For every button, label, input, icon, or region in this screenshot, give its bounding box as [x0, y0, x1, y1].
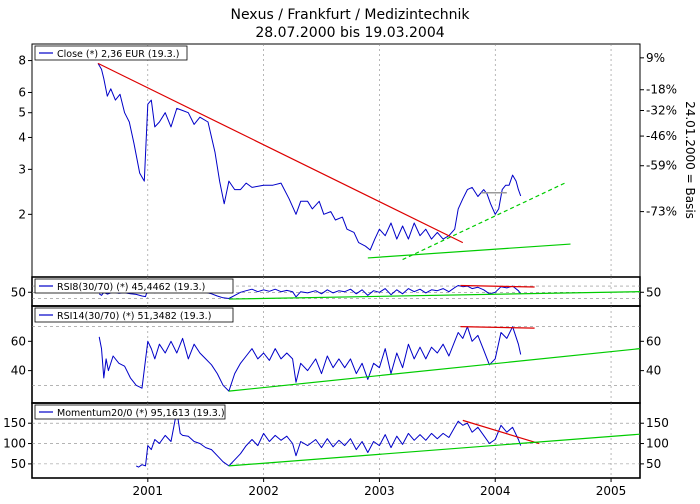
rsi14-left-tick-label: 60	[11, 334, 26, 348]
price-series-line	[97, 63, 522, 251]
price-right-tick-label: -32%	[646, 104, 677, 118]
price-support-dashed-trendline	[402, 182, 565, 261]
price-left-tick-label: 5	[18, 106, 26, 120]
momentum-panel: 50 100 150 50 100 150 Momentum20/0 (*) 95,1613…	[3, 402, 669, 479]
rsi8-legend-label: RSI8(30/70) (*) 45,4462 (19.3.)	[57, 282, 205, 293]
rsi8-legend-box	[34, 278, 234, 294]
momentum-resistance-trendline	[462, 419, 540, 445]
momentum-legend-label: Momentum20/0 (*) 95,1613 (19.3.)	[57, 408, 225, 419]
rsi8-panel: 50 50 RSI8(30/70) (*) 45,4462 (19.3.)	[11, 276, 661, 307]
price-legend: Close (*) 2,36 EUR (19.3.)	[34, 45, 188, 61]
price-right-tick-label: -46%	[646, 129, 677, 143]
price-left-tick-label: 8	[18, 54, 26, 68]
rsi14-left-tick-label: 40	[11, 364, 26, 378]
price-left-tick-label: 6	[18, 85, 26, 99]
price-legend-label: Close (*) 2,36 EUR (19.3.)	[57, 49, 179, 60]
rsi14-support-trendline	[228, 348, 640, 392]
momentum-left-tick-label: 50	[11, 457, 26, 471]
momentum-left-tick-label: 100	[3, 437, 26, 451]
price-right-tick-label: -73%	[646, 205, 677, 219]
momentum-legend-box	[34, 404, 226, 420]
price-right-tick-label: -59%	[646, 159, 677, 173]
momentum-frame	[31, 402, 641, 479]
chart-subtitle: 28.07.2000 bis 19.03.2004	[255, 25, 444, 41]
rsi8-left-tick-label: 50	[11, 285, 26, 299]
price-right-tick-label: -18%	[646, 83, 677, 97]
x-tick-label-2004: 2004	[480, 484, 511, 498]
x-tick-label-2005: 2005	[596, 484, 627, 498]
rsi14-series-line	[98, 326, 522, 392]
chart-title: Nexus / Frankfurt / Medizintechnik	[230, 7, 470, 23]
price-support-trendline	[367, 243, 571, 259]
rsi14-legend-box	[34, 307, 234, 323]
price-left-tick-label: 2	[18, 207, 26, 221]
x-tick-label-2003: 2003	[364, 484, 395, 498]
momentum-right-tick-label: 50	[646, 457, 661, 471]
price-left-tick-label: 4	[18, 130, 26, 144]
rsi8-resistance-trendline	[460, 284, 535, 288]
price-left-tick-label: 3	[18, 162, 26, 176]
price-legend-box	[34, 45, 188, 61]
momentum-right-tick-label: 150	[646, 416, 669, 430]
rsi14-right-tick-label: 60	[646, 334, 661, 348]
x-tick-label-2001: 2001	[133, 484, 164, 498]
price-panel: 2 3 4 5 6 8 9% -18% -32% -46% -59% -73% Close (*) 2,…	[18, 43, 677, 278]
price-resistance-trendline	[97, 62, 464, 244]
rsi14-legend: RSI14(30/70) (*) 51,3482 (19.3.)	[34, 307, 234, 323]
momentum-left-tick-label: 150	[3, 416, 26, 430]
price-right-tick-label: 9%	[646, 51, 665, 65]
momentum-right-tick-label: 100	[646, 437, 669, 451]
rsi14-right-tick-label: 40	[646, 364, 661, 378]
rsi14-resistance-trendline	[460, 326, 535, 329]
rsi8-right-tick-label: 50	[646, 285, 661, 299]
rsi8-legend: RSI8(30/70) (*) 45,4462 (19.3.)	[34, 278, 234, 294]
momentum-series-line	[135, 410, 522, 468]
momentum-support-trendline	[228, 433, 640, 467]
rsi14-legend-label: RSI14(30/70) (*) 51,3482 (19.3.)	[57, 311, 211, 322]
x-axis: 2001 2002 2003 2004 2005	[133, 478, 627, 498]
momentum-legend: Momentum20/0 (*) 95,1613 (19.3.)	[34, 404, 226, 420]
right-axis-label: 24.01.2000 = Basis	[683, 101, 697, 219]
x-tick-label-2002: 2002	[248, 484, 279, 498]
rsi8-support-trendline	[228, 291, 640, 300]
